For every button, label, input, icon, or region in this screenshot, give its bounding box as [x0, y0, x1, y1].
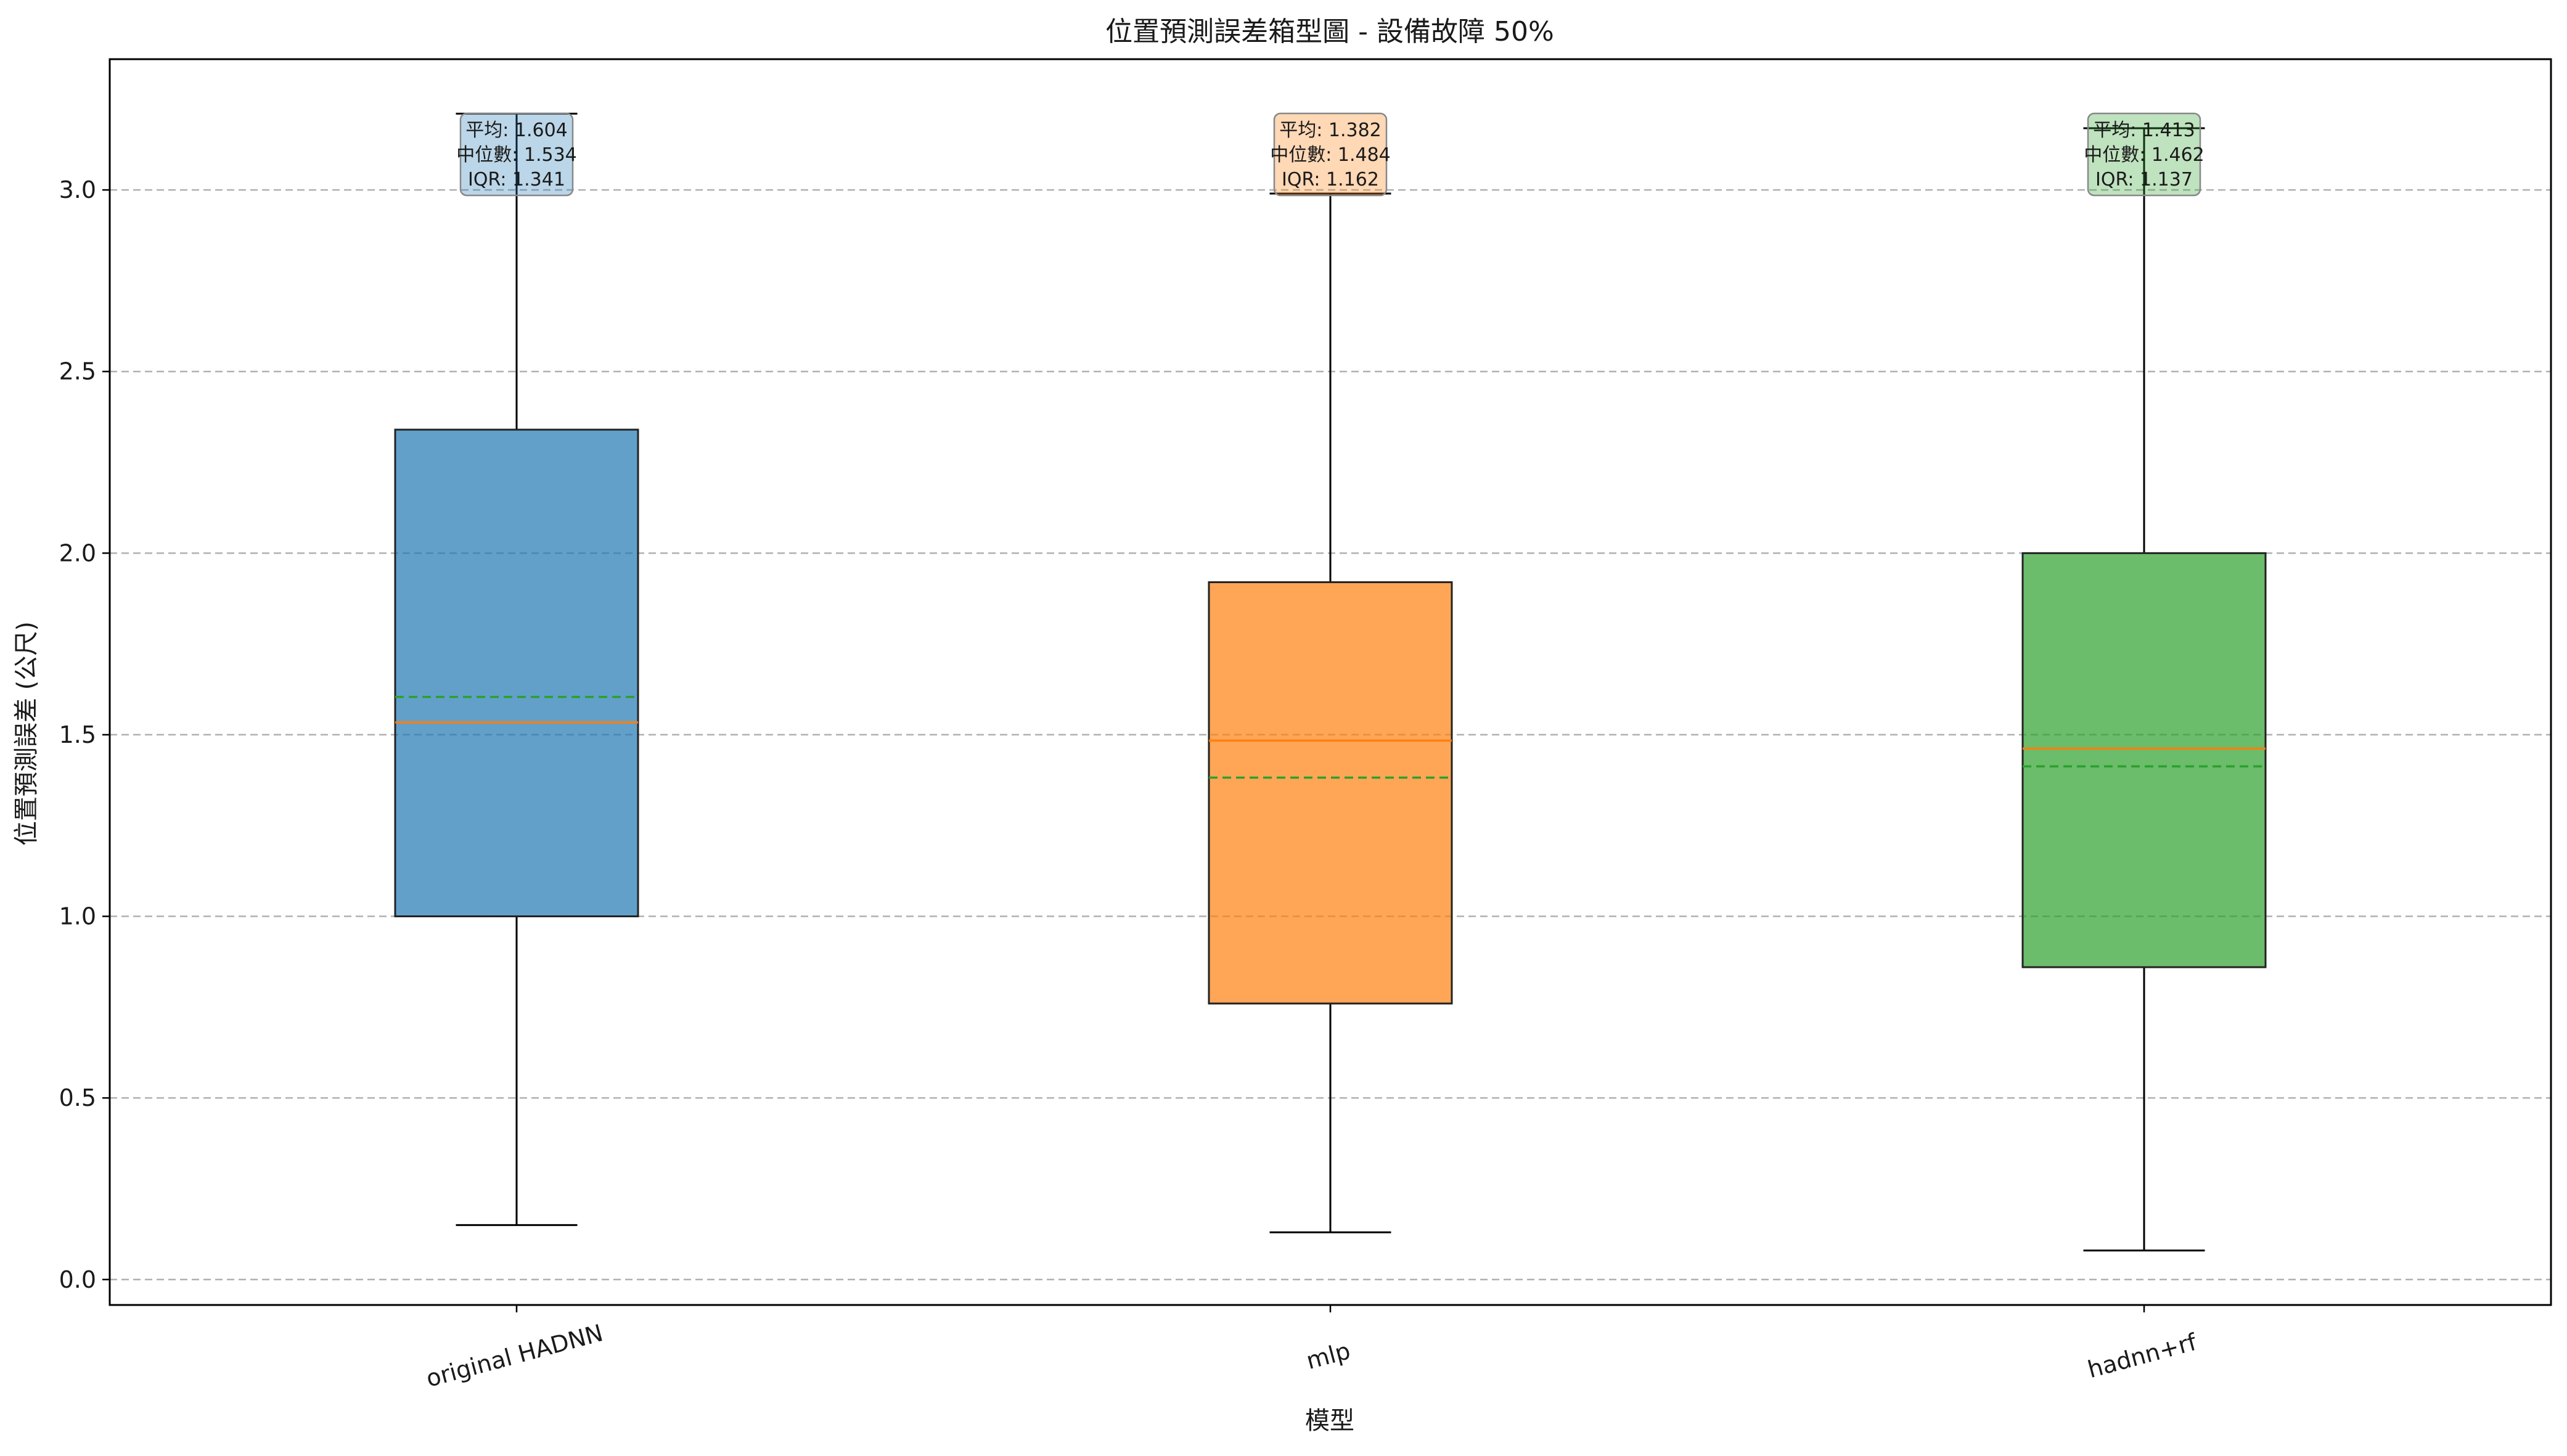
stats-annotation-box: [2087, 112, 2201, 197]
y-axis-label: 位置預測誤差 (公尺): [12, 621, 41, 846]
stats-annotation-box: [459, 112, 574, 197]
box-plot: [1208, 192, 1453, 1233]
x-tick-label: hadnn+rf: [2085, 1328, 2200, 1383]
stats-annotation-text: IQR: 1.162: [1282, 169, 1379, 190]
stats-annotation-text: 中位數: 1.484: [1270, 144, 1391, 166]
stats-annotation-text: 中位數: 1.534: [456, 144, 577, 166]
axis-layer: 0.0 0.5 1.0 1.5 2.0 2.5 3.0 original HADNN mlp ha…: [59, 176, 2201, 1393]
box-plot: [394, 112, 639, 1226]
y-tick-label: 1.0: [59, 903, 96, 930]
stats-annotation-box: [1273, 112, 1388, 197]
stats-annotation-text: 平均: 1.413: [2093, 120, 2195, 141]
x-axis-label: 模型: [1305, 1407, 1354, 1435]
stats-annotation-text: 中位數: 1.462: [2084, 144, 2205, 166]
y-tick-label: 1.5: [59, 721, 96, 748]
stats-annotation-text: IQR: 1.137: [2095, 169, 2193, 190]
y-tick-label: 0.0: [59, 1266, 96, 1293]
y-tick-label: 3.0: [59, 176, 96, 203]
stats-annotation-text: 平均: 1.382: [1279, 120, 1382, 141]
iqr-box: [394, 428, 639, 918]
stats-annotation-text: 平均: 1.604: [465, 120, 568, 141]
y-tick-label: 2.5: [59, 358, 96, 385]
x-tick-label: mlp: [1303, 1337, 1353, 1375]
x-tick-label: original HADNN: [424, 1319, 606, 1393]
y-tick-label: 2.0: [59, 539, 96, 566]
chart-title: 位置預測誤差箱型圖 - 設備故障 50%: [1105, 16, 1554, 47]
stats-annotation-text: IQR: 1.341: [468, 169, 565, 190]
iqr-box: [2021, 552, 2267, 968]
box-plot: [2021, 127, 2267, 1252]
box-layer: [394, 112, 2267, 1252]
label-layer: 平均: 1.604 中位數: 1.534 IQR: 1.341 平均: 1.382 中位…: [456, 112, 2205, 197]
iqr-box: [1208, 581, 1453, 1005]
y-tick-label: 0.5: [59, 1084, 96, 1111]
